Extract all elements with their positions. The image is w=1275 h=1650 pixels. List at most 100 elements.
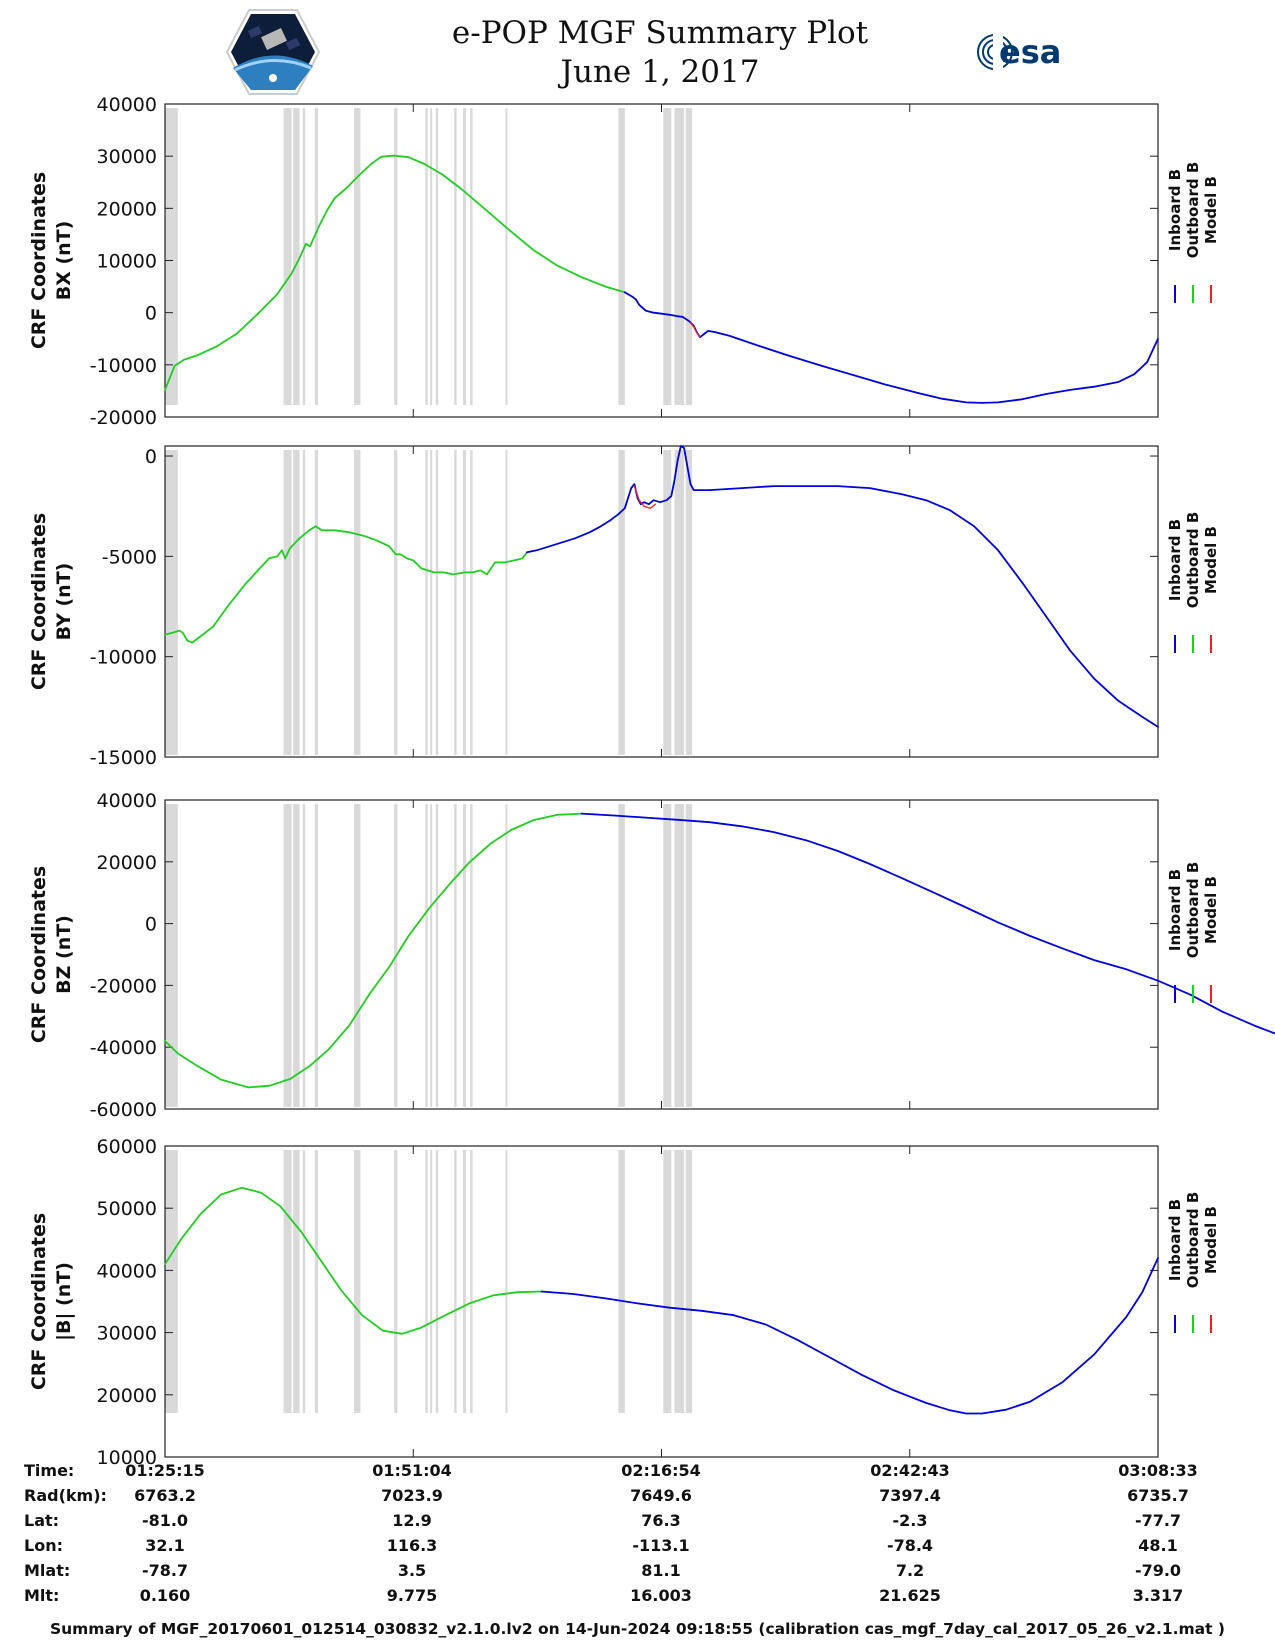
y-tick-label: -10000 — [90, 355, 157, 377]
y-tick-label: 40000 — [97, 1260, 157, 1282]
footer-cell-time: 03:08:33 — [1118, 1461, 1198, 1480]
y-axis-label: CRF Coordinates |B| (nT) — [28, 1213, 75, 1390]
y-tick-label: -15000 — [90, 747, 157, 769]
data-gap-band — [302, 108, 306, 405]
data-gap-band — [293, 108, 300, 405]
data-gap-band — [425, 1150, 428, 1413]
legend-label: Outboard B — [1184, 512, 1202, 609]
data-gap-band — [470, 1150, 473, 1413]
legend-label: Inboard B — [1166, 1199, 1184, 1281]
y-tick-label: -20000 — [90, 975, 157, 997]
data-gap-band — [302, 804, 306, 1107]
data-gap-band — [663, 108, 672, 405]
footer-row-label: Time: — [24, 1461, 75, 1480]
y-axis-label-line: CRF Coordinates — [28, 1213, 50, 1390]
y-tick-label: 0 — [145, 446, 157, 468]
data-gap-band — [505, 108, 508, 405]
data-gap-band — [314, 1150, 319, 1413]
footer-cell-mlt: 16.003 — [630, 1586, 692, 1605]
footer-cell-mlat: -79.0 — [1134, 1561, 1182, 1580]
plot-frame — [164, 1145, 1159, 1458]
data-gap-band — [430, 450, 433, 755]
footer-cell-mlt: 0.160 — [139, 1586, 191, 1605]
y-tick-label: -20000 — [90, 407, 157, 429]
series-model-b — [633, 485, 656, 509]
data-gap-band — [462, 450, 467, 755]
footer-cell-mlat: 7.2 — [895, 1561, 925, 1580]
data-gap-band — [470, 804, 473, 1107]
series-outboard-b — [164, 525, 528, 644]
data-gap-band — [454, 108, 457, 405]
footer-cell-rad: 7649.6 — [630, 1486, 692, 1505]
data-gap-band — [674, 1150, 685, 1413]
legend-label: Outboard B — [1184, 1192, 1202, 1289]
legend-label: Model B — [1202, 526, 1220, 594]
data-gap-band — [505, 450, 508, 755]
footer-cell-lon: -78.4 — [886, 1536, 934, 1555]
data-gap-band — [430, 804, 433, 1107]
data-gap-band — [394, 450, 398, 755]
footer-cell-time: 02:16:54 — [621, 1461, 701, 1480]
footer-cell-lat: -81.0 — [141, 1511, 189, 1530]
footer-cell-lat: -2.3 — [892, 1511, 928, 1530]
data-gap-band — [618, 1150, 625, 1413]
data-gap-band — [685, 108, 693, 405]
y-tick-label: -5000 — [102, 546, 157, 568]
y-tick-label: 60000 — [97, 1136, 157, 1158]
y-axis-label: CRF Coordinates BZ (nT) — [28, 866, 75, 1043]
data-gap-band — [425, 450, 428, 755]
y-tick-label: 40000 — [97, 790, 157, 812]
data-gap-band — [354, 108, 361, 405]
y-axis-label: CRF Coordinates BX (nT) — [28, 172, 75, 349]
data-gap-band — [430, 108, 433, 405]
chart-subtitle-date: June 1, 2017 — [560, 54, 760, 90]
data-gap-band — [314, 450, 319, 755]
y-axis-label-line: CRF Coordinates — [28, 172, 50, 349]
footer-row-label: Lat: — [24, 1511, 60, 1530]
series-inboard-b — [580, 812, 1275, 1035]
footer-cell-mlt: 21.625 — [879, 1586, 941, 1605]
data-gap-band — [505, 1150, 508, 1413]
footer-cell-lon: 116.3 — [386, 1536, 438, 1555]
data-gap-band — [685, 450, 693, 755]
data-gap-band — [302, 450, 306, 755]
data-gap-band — [462, 804, 467, 1107]
data-gap-band — [454, 1150, 457, 1413]
panel-3: -60000 -40000 -20000 0 20000 40000 CRF Coordin… — [28, 790, 1275, 1121]
legend-label: Model B — [1202, 176, 1220, 244]
footer-cell-time: 01:51:04 — [372, 1461, 452, 1480]
esa-logo: esa — [977, 32, 1061, 72]
data-gap-band — [663, 1150, 672, 1413]
data-gap-band — [663, 450, 672, 755]
data-gap-band — [435, 804, 439, 1107]
data-gap-band — [394, 1150, 398, 1413]
legend-label: Outboard B — [1184, 162, 1202, 259]
data-gap-band — [674, 450, 685, 755]
panel-1: -20000 -10000 0 10000 20000 30000 40000 CRF Coo… — [28, 94, 1220, 429]
data-gap-band — [293, 1150, 300, 1413]
footer-cell-mlat: 81.1 — [641, 1561, 681, 1580]
legend-label: Outboard B — [1184, 862, 1202, 959]
chart-title: e-POP MGF Summary Plot — [451, 15, 869, 51]
footer-cell-rad: 6735.7 — [1127, 1486, 1189, 1505]
legend-label: Model B — [1202, 1206, 1220, 1274]
data-gap-band — [293, 450, 300, 755]
footer-cell-lon: 48.1 — [1138, 1536, 1178, 1555]
y-tick-label: -60000 — [90, 1099, 157, 1121]
plot-frame — [164, 445, 1159, 758]
y-axis-label-line: CRF Coordinates — [28, 513, 50, 690]
data-gap-band — [354, 1150, 361, 1413]
y-tick-label: 20000 — [97, 852, 157, 874]
legend-label: Model B — [1202, 876, 1220, 944]
y-tick-label: 0 — [145, 303, 157, 325]
data-gap-band — [454, 804, 457, 1107]
footer-row-label: Mlt: — [24, 1586, 60, 1605]
y-tick-label: 20000 — [97, 1385, 157, 1407]
y-tick-label: 10000 — [97, 251, 157, 273]
legend: Inboard B Outboard B Model B — [1166, 1192, 1220, 1333]
esa-logo-text: esa — [999, 33, 1061, 71]
footer-cell-time: 01:25:15 — [125, 1461, 205, 1480]
y-axis-label-line: CRF Coordinates — [28, 866, 50, 1043]
legend: Inboard B Outboard B Model B — [1166, 862, 1220, 1003]
legend-label: Inboard B — [1166, 869, 1184, 951]
